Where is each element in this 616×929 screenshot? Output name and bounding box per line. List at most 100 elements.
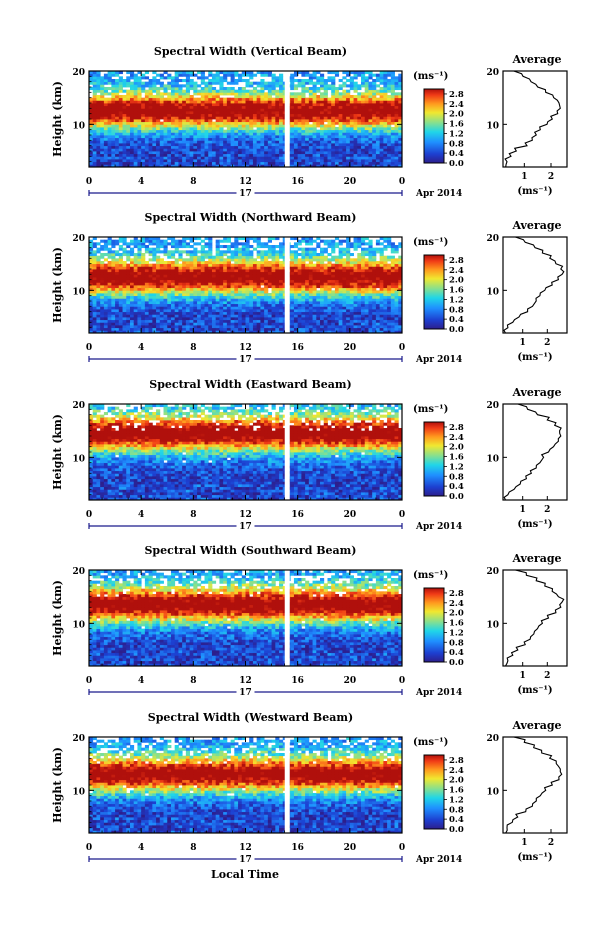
- heatmap-cell: [137, 258, 142, 262]
- heatmap-cell: [122, 293, 127, 297]
- heatmap-cell: [137, 135, 142, 139]
- heatmap-cell: [308, 250, 313, 254]
- heatmap-cell: [156, 108, 161, 112]
- heatmap-cell: [193, 325, 198, 329]
- heatmap-cell: [122, 148, 127, 152]
- heatmap-cell: [226, 105, 231, 109]
- heatmap-cell: [234, 327, 239, 331]
- heatmap-cell: [159, 285, 164, 289]
- heatmap-cell: [252, 282, 258, 286]
- heatmap-cell: [390, 148, 395, 152]
- heatmap-cell: [241, 319, 246, 323]
- heatmap-cell: [320, 116, 325, 120]
- heatmap-cell: [312, 92, 317, 96]
- heatmap-cell: [115, 113, 120, 117]
- heatmap-cell: [163, 111, 168, 115]
- heatmap-cell: [167, 325, 172, 329]
- heatmap-cell: [245, 145, 250, 149]
- heatmap-cell: [271, 124, 276, 128]
- heatmap-cell: [107, 279, 112, 283]
- heatmap-cell: [368, 159, 373, 163]
- heatmap-cell: [215, 100, 220, 104]
- heatmap-cell: [279, 132, 284, 136]
- heatmap-cell: [293, 111, 299, 115]
- heatmap-cell: [185, 124, 191, 128]
- heatmap-cell: [118, 298, 123, 302]
- heatmap-cell: [208, 111, 213, 115]
- heatmap-cell: [387, 148, 392, 152]
- heatmap-cell: [182, 119, 187, 123]
- heatmap-cell: [115, 135, 120, 139]
- heatmap-cell: [118, 135, 123, 139]
- heatmap-cell: [249, 266, 254, 270]
- heatmap-cell: [126, 258, 131, 262]
- heatmap-cell: [96, 84, 101, 88]
- heatmap-cell: [301, 129, 306, 133]
- heatmap-cell: [215, 151, 220, 155]
- heatmap-cell: [197, 277, 202, 281]
- heatmap-cell: [185, 301, 191, 305]
- heatmap-cell: [290, 143, 295, 147]
- heatmap-cell: [238, 145, 243, 149]
- heatmap-cell: [368, 145, 373, 149]
- heatmap-cell: [230, 301, 235, 305]
- heatmap-cell: [364, 132, 369, 136]
- heatmap-cell: [241, 250, 246, 254]
- heatmap-cell: [100, 140, 105, 144]
- heatmap-cell: [390, 153, 395, 157]
- heatmap-cell: [226, 266, 231, 270]
- heatmap-cell: [129, 103, 135, 107]
- heatmap-cell: [234, 269, 239, 273]
- heatmap-cell: [234, 274, 239, 278]
- heatmap-cell: [334, 129, 340, 133]
- heatmap-cell: [305, 140, 310, 144]
- heatmap-cell: [230, 143, 235, 147]
- heatmap-cell: [308, 298, 313, 302]
- heatmap-cell: [219, 277, 224, 281]
- heatmap-cell: [92, 137, 97, 141]
- heatmap-cell: [185, 79, 191, 83]
- heatmap-cell: [137, 290, 142, 294]
- heatmap-cell: [122, 274, 127, 278]
- heatmap-cell: [252, 239, 258, 243]
- heatmap-cell: [353, 119, 358, 123]
- heatmap-cell: [249, 111, 254, 115]
- heatmap-cell: [215, 103, 220, 107]
- heatmap-cell: [182, 237, 187, 241]
- heatmap-cell: [316, 255, 321, 259]
- heatmap-cell: [390, 121, 395, 125]
- heatmap-cell: [383, 105, 388, 109]
- heatmap-cell: [208, 298, 213, 302]
- heatmap-cell: [256, 124, 261, 128]
- heatmap-cell: [182, 89, 187, 93]
- heatmap-cell: [219, 314, 224, 318]
- heatmap-cell: [275, 314, 280, 318]
- heatmap-cell: [200, 108, 205, 112]
- heatmap-cell: [111, 269, 116, 273]
- heatmap-cell: [301, 71, 306, 75]
- heatmap-cell: [342, 143, 347, 147]
- heatmap-cell: [223, 298, 228, 302]
- heatmap-cell: [260, 261, 265, 265]
- heatmap-cell: [215, 282, 220, 286]
- heatmap-cell: [342, 140, 347, 144]
- heatmap-cell: [103, 245, 109, 249]
- heatmap-cell: [368, 140, 373, 144]
- heatmap-cell: [264, 116, 269, 120]
- heatmap-cell: [301, 111, 306, 115]
- heatmap-cell: [185, 314, 191, 318]
- heatmap-cell: [383, 143, 388, 147]
- heatmap-cell: [141, 255, 146, 259]
- heatmap-cell: [126, 148, 131, 152]
- heatmap-cell: [152, 113, 157, 117]
- heatmap-cell: [182, 116, 187, 120]
- heatmap-cell: [126, 108, 131, 112]
- heatmap-cell: [293, 266, 299, 270]
- heatmap-cell: [230, 263, 235, 267]
- heatmap-cell: [279, 242, 284, 246]
- heatmap-cell: [245, 137, 250, 141]
- heatmap-cell: [312, 247, 317, 251]
- heatmap-cell: [197, 89, 202, 93]
- heatmap-cell: [92, 295, 97, 299]
- heatmap-cell: [364, 119, 369, 123]
